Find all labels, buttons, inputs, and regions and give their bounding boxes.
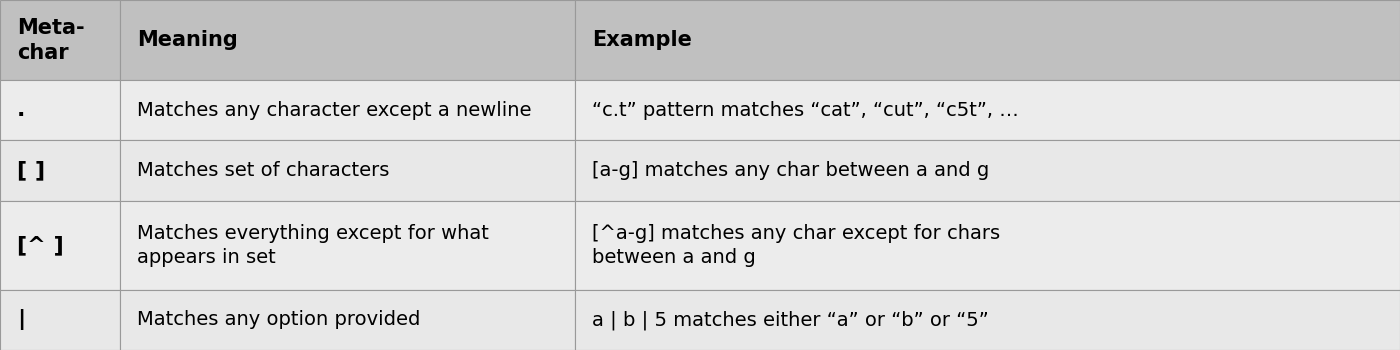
- Text: Matches everything except for what
appears in set: Matches everything except for what appea…: [137, 224, 489, 267]
- Text: Matches set of characters: Matches set of characters: [137, 161, 389, 180]
- Text: Meaning: Meaning: [137, 30, 238, 50]
- Text: a | b | 5 matches either “a” or “b” or “5”: a | b | 5 matches either “a” or “b” or “…: [592, 310, 988, 330]
- Text: “c.t” pattern matches “cat”, “cut”, “c5t”, …: “c.t” pattern matches “cat”, “cut”, “c5t…: [592, 101, 1019, 120]
- Text: [ ]: [ ]: [17, 160, 45, 181]
- Text: Matches any character except a newline: Matches any character except a newline: [137, 101, 531, 120]
- Bar: [575, 140, 1400, 201]
- Text: Meta-
char: Meta- char: [17, 18, 84, 63]
- Text: [a-g] matches any char between a and g: [a-g] matches any char between a and g: [592, 161, 988, 180]
- Bar: [120, 201, 575, 290]
- Text: [^a-g] matches any char except for chars
between a and g: [^a-g] matches any char except for chars…: [592, 224, 1000, 267]
- Bar: [120, 140, 575, 201]
- Bar: [120, 80, 575, 140]
- Bar: [575, 0, 1400, 80]
- Bar: [575, 80, 1400, 140]
- Bar: [575, 290, 1400, 350]
- Bar: [0, 80, 120, 140]
- Bar: [120, 0, 575, 80]
- Text: [^ ]: [^ ]: [17, 235, 63, 255]
- Text: |: |: [17, 309, 25, 330]
- Text: Matches any option provided: Matches any option provided: [137, 310, 420, 329]
- Text: Example: Example: [592, 30, 692, 50]
- Bar: [575, 201, 1400, 290]
- Bar: [0, 140, 120, 201]
- Bar: [120, 290, 575, 350]
- Bar: [0, 290, 120, 350]
- Bar: [0, 0, 120, 80]
- Bar: [0, 201, 120, 290]
- Text: .: .: [17, 100, 25, 120]
